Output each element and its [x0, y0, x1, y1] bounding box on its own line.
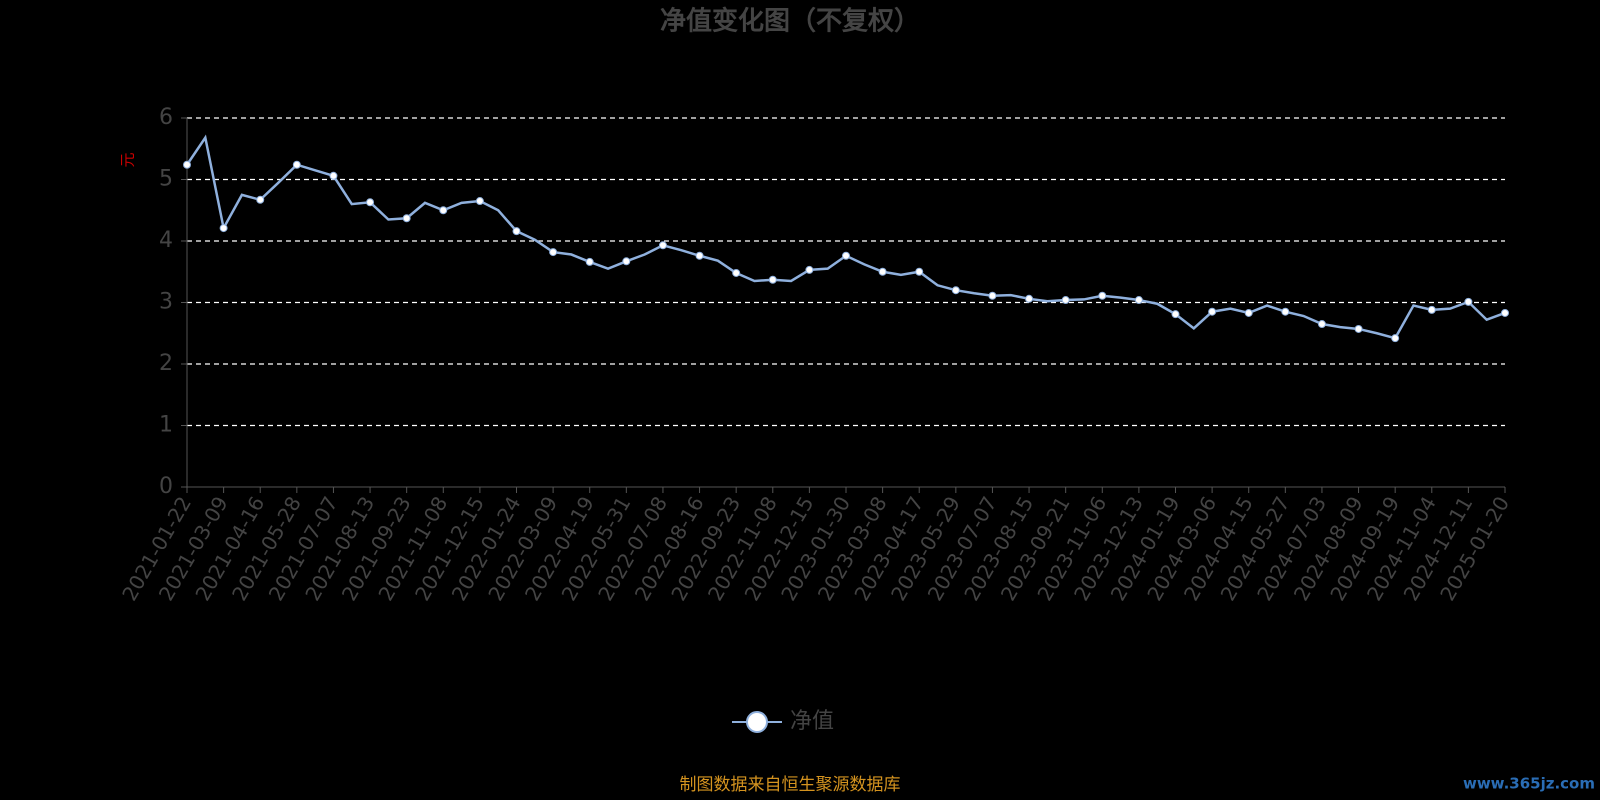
- data-point: [915, 267, 924, 276]
- data-point: [549, 248, 558, 257]
- data-point: [1171, 310, 1180, 319]
- data-point: [1025, 294, 1034, 303]
- y-tick-label: 1: [159, 413, 173, 438]
- data-point: [1098, 291, 1107, 300]
- data-point: [1464, 297, 1473, 306]
- data-point: [329, 171, 338, 180]
- data-point: [1427, 305, 1436, 314]
- data-point: [1317, 320, 1326, 329]
- data-point: [292, 160, 301, 169]
- data-point: [1134, 296, 1143, 305]
- series-line: [185, 134, 1506, 340]
- data-point: [512, 227, 521, 236]
- data-point: [1391, 334, 1400, 343]
- data-point: [219, 224, 228, 233]
- legend-label: 净值: [790, 709, 834, 734]
- y-tick-label: 0: [159, 474, 173, 499]
- y-tick-label: 6: [159, 105, 173, 130]
- data-point: [1501, 308, 1509, 317]
- y-tick-label: 2: [159, 351, 173, 376]
- y-tick-label: 4: [159, 228, 173, 253]
- data-point: [475, 197, 484, 206]
- data-point: [1061, 296, 1070, 305]
- data-point: [988, 291, 997, 300]
- data-point: [1354, 324, 1363, 333]
- y-tick-label: 3: [159, 290, 173, 315]
- data-point: [402, 214, 411, 223]
- data-point: [622, 257, 631, 266]
- data-point: [658, 241, 667, 250]
- legend-marker: [746, 711, 768, 733]
- data-point: [1281, 307, 1290, 316]
- data-point: [366, 198, 375, 207]
- data-point: [878, 267, 887, 276]
- data-point: [439, 206, 448, 215]
- data-point: [256, 195, 265, 204]
- data-point: [1244, 308, 1253, 317]
- data-point: [842, 251, 850, 260]
- chart-title: 净值变化图（不复权）: [660, 6, 920, 37]
- data-point: [695, 251, 704, 260]
- watermark: www.365jz.com: [1463, 775, 1595, 793]
- data-point: [805, 265, 814, 274]
- data-point: [585, 257, 594, 266]
- data-point: [768, 275, 777, 284]
- y-tick-label: 5: [159, 167, 173, 192]
- data-point: [1208, 307, 1217, 316]
- data-point: [183, 160, 191, 169]
- y-axis-label: 元: [119, 152, 137, 167]
- data-point: [732, 268, 741, 277]
- data-point: [951, 286, 960, 295]
- source-note: 制图数据来自恒生聚源数据库: [680, 775, 901, 795]
